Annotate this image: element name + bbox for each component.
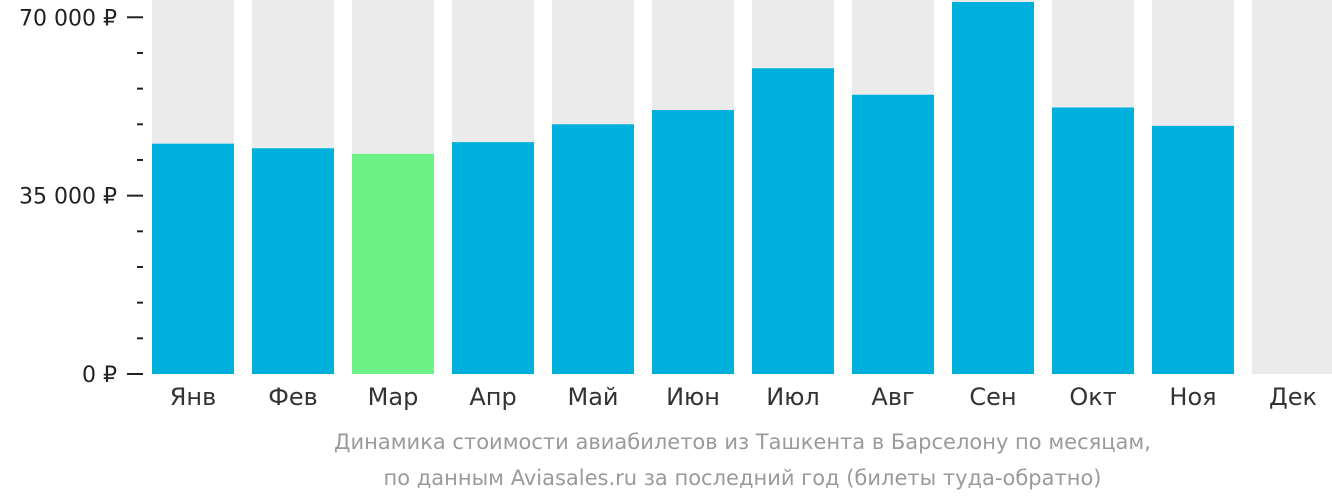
chart-caption-line-1: Динамика стоимости авиабилетов из Ташкен…	[334, 430, 1151, 454]
bar	[1052, 107, 1134, 375]
bar	[152, 143, 234, 374]
x-tick-label: Май	[567, 383, 618, 411]
x-tick-label: Авг	[871, 383, 914, 411]
x-tick-label: Фев	[268, 383, 318, 411]
bar	[552, 124, 634, 375]
bar	[452, 142, 534, 374]
price-bar-chart: Янв Фев Мар Апр Май Июн Июл Авг Сен Окт Ноя Дек 0 ₽ 3…	[19, 0, 1332, 411]
x-tick-label: Июн	[666, 383, 720, 411]
bar	[852, 94, 934, 374]
y-tick-label: 0 ₽	[82, 363, 117, 388]
bar	[1152, 125, 1234, 374]
y-tick-label: 70 000 ₽	[19, 6, 117, 31]
x-tick-label: Ноя	[1169, 383, 1216, 411]
chart-caption-line-2: по данным Aviasales.ru за последний год …	[383, 466, 1102, 490]
bar-background	[1252, 0, 1332, 374]
x-tick-label: Сен	[969, 383, 1016, 411]
bar	[952, 2, 1034, 374]
y-tick-label: 35 000 ₽	[19, 185, 117, 210]
bar	[752, 68, 834, 374]
bar	[352, 153, 434, 374]
x-tick-label: Мар	[368, 383, 419, 411]
x-tick-label: Апр	[469, 383, 516, 411]
x-tick-label: Янв	[170, 383, 217, 411]
bar	[252, 148, 334, 374]
bar	[652, 110, 734, 375]
x-tick-label: Дек	[1269, 383, 1317, 411]
x-tick-label: Июл	[766, 383, 820, 411]
x-tick-label: Окт	[1069, 383, 1116, 411]
